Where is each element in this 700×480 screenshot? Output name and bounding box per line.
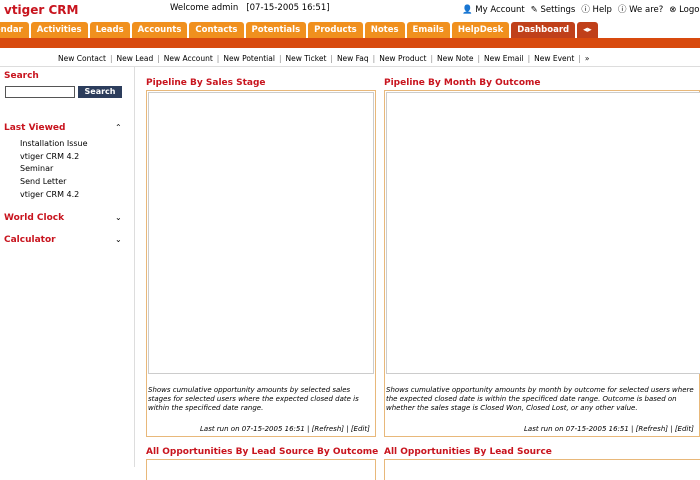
page: vtiger CRM Welcome admin [07-15-2005 16:… (0, 3, 700, 480)
bottom-title: All Opportunities By Lead Source (384, 447, 552, 457)
description: Shows cumulative opportunity amounts by … (148, 386, 359, 412)
tab[interactable]: Products (308, 22, 363, 38)
sidebar-divider (134, 66, 135, 467)
refresh-link[interactable]: [Refresh] (311, 425, 344, 433)
last-run-text: Last run on 07-15-2005 16:51 (200, 425, 305, 433)
panel (384, 459, 700, 480)
calculator[interactable]: Calculator (4, 235, 56, 245)
tab[interactable]: Activities (30, 22, 88, 38)
last-viewed-list: Installation Issue vtiger CRM 4.2 Seminar S… (8, 138, 88, 202)
search-input[interactable] (5, 86, 75, 98)
quick-link[interactable]: New Account (153, 54, 213, 63)
bottom-title: All Opportunities By Lead Source By Outc… (146, 447, 379, 457)
edit-link[interactable]: [Edit] (350, 425, 370, 433)
tab[interactable]: Dashboard (511, 22, 576, 38)
description: Shows cumulative opportunity amounts by … (386, 386, 694, 412)
tab[interactable]: Accounts (131, 22, 188, 38)
header-links: 👤 My Account ✎ Settings ⓘ Help ⓘ We are? ⊗ L… (462, 3, 700, 15)
tab[interactable]: Leads (89, 22, 130, 38)
tab-bar: lendarActivitiesLeadsAccountsContactsPot… (0, 22, 600, 39)
quick-link[interactable]: New Faq (326, 54, 368, 63)
tab[interactable]: Emails (406, 22, 450, 38)
last-run: Last run on 07-15-2005 16:51 | [Refresh]… (524, 425, 694, 433)
welcome-text: Welcome admin (170, 3, 239, 13)
quick-link[interactable]: New Ticket (275, 54, 326, 63)
refresh-link[interactable]: [Refresh] (635, 425, 668, 433)
panel (146, 459, 376, 480)
quick-create: New ContactNew LeadNew AccountNew Potent… (58, 54, 589, 63)
tab[interactable]: lendar (0, 22, 29, 38)
collapse-icon[interactable]: ⌃ (115, 123, 122, 132)
search-title: Search (4, 71, 39, 81)
search-button[interactable]: Search (78, 86, 122, 98)
quick-link[interactable]: New Lead (106, 54, 153, 63)
header-link[interactable]: ⓘ Help (581, 5, 612, 15)
quick-link[interactable]: New Product (369, 54, 427, 63)
tab[interactable]: HelpDesk (451, 22, 510, 38)
chart: Pipeline total is Rs410,142KRs0Rs100Rs20… (148, 92, 374, 374)
tab-underline (0, 38, 700, 48)
expand-icon[interactable]: ⌄ (115, 235, 122, 244)
chart: Pipeline total is Rs1147,608K2005-012005… (386, 92, 700, 374)
world-clock[interactable]: World Clock (4, 213, 65, 223)
header-link[interactable]: ⊗ Logout (669, 5, 700, 15)
panel-title: Pipeline By Sales Stage (146, 78, 266, 88)
quick-link[interactable]: New Event (524, 54, 575, 63)
tab-scroll[interactable]: ◂▸ (577, 22, 598, 38)
divider (0, 66, 700, 67)
quick-link[interactable]: New Email (473, 54, 523, 63)
quick-link[interactable]: New Note (426, 54, 473, 63)
header-link[interactable]: 👤 My Account (462, 5, 525, 15)
panel-title: Pipeline By Month By Outcome (384, 78, 541, 88)
last-viewed-title: Last Viewed (4, 123, 66, 133)
last-viewed-item[interactable]: vtiger CRM 4.2 (20, 151, 80, 161)
last-viewed-item[interactable]: vtiger CRM 4.2 (20, 189, 80, 199)
quick-link[interactable]: New Potential (213, 54, 275, 63)
tab[interactable]: Potentials (245, 22, 307, 38)
last-run: Last run on 07-15-2005 16:51 | [Refresh]… (200, 425, 370, 433)
header-link[interactable]: ⓘ We are? (617, 5, 664, 15)
datetime: [07-15-2005 16:51] (246, 3, 330, 13)
last-viewed-item[interactable]: Installation Issue (20, 139, 88, 148)
welcome: Welcome admin [07-15-2005 16:51] (170, 3, 330, 13)
quick-link[interactable]: » (574, 54, 589, 63)
expand-icon[interactable]: ⌄ (115, 213, 122, 222)
tab[interactable]: Notes (364, 22, 405, 38)
last-run-text: Last run on 07-15-2005 16:51 (524, 425, 629, 433)
edit-link[interactable]: [Edit] (674, 425, 694, 433)
quick-link[interactable]: New Contact (58, 54, 106, 63)
logo: vtiger CRM (4, 3, 79, 17)
tab[interactable]: Contacts (189, 22, 244, 38)
last-viewed-item[interactable]: Seminar (20, 164, 54, 174)
last-viewed-item[interactable]: Send Letter (20, 177, 67, 187)
header-link[interactable]: ✎ Settings (530, 5, 576, 15)
